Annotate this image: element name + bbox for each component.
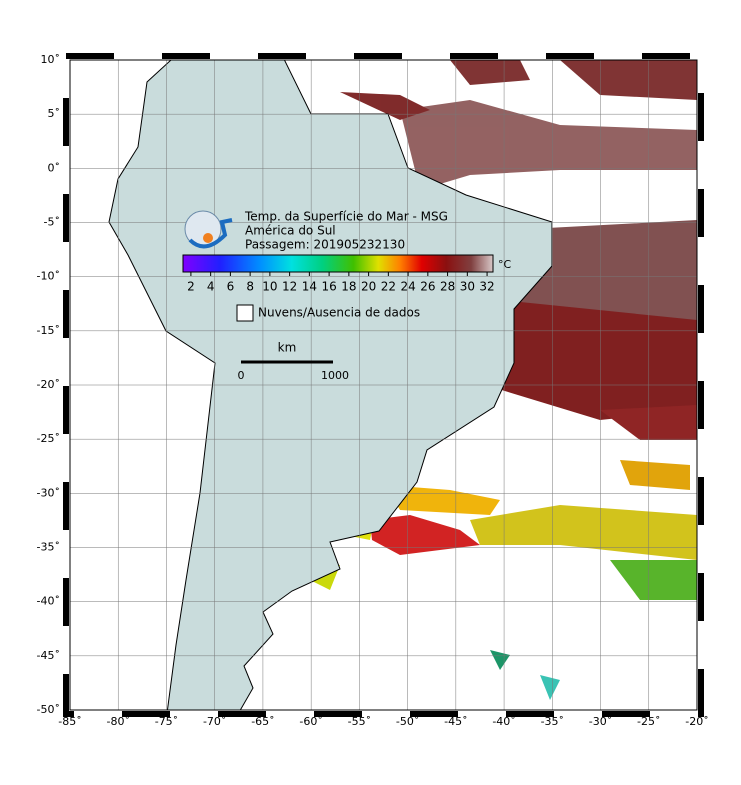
colorbar: [182, 254, 494, 273]
lat-tick-label: -20˚: [37, 378, 60, 391]
frame-border: [63, 53, 704, 717]
lon-tick-label: -65˚: [251, 715, 274, 728]
map-area: [70, 60, 697, 710]
lon-tick-label: -80˚: [106, 715, 129, 728]
legend-swatch: [236, 304, 254, 322]
logo: [184, 210, 233, 249]
colorbar-tick-label: 10: [262, 280, 277, 294]
lat-tick-label: 5˚: [48, 107, 61, 120]
lat-tick-label: -5˚: [44, 216, 60, 229]
lon-tick-label: -55˚: [348, 715, 371, 728]
sst-patches: [305, 60, 697, 700]
lat-tick-label: 10˚: [41, 53, 61, 66]
lon-tick-label: -70˚: [203, 715, 226, 728]
lat-tick-label: -30˚: [37, 486, 60, 499]
lon-tick-label: -35˚: [541, 715, 564, 728]
colorbar-tick-label: 28: [440, 280, 455, 294]
colorbar-tick-label: 8: [246, 280, 254, 294]
axes: -85˚ -80˚ -75˚ -70˚ -65˚ -60˚ -55˚ -50˚ -45˚ -40˚…: [37, 53, 709, 728]
colorbar-tick-label: 4: [207, 280, 215, 294]
lon-tick-label: -50˚: [396, 715, 419, 728]
legend-label: Nuvens/Ausencia de dados: [258, 306, 420, 320]
lon-tick-label: -75˚: [155, 715, 178, 728]
lat-tick-label: -45˚: [37, 649, 60, 662]
lon-tick-label: -20˚: [685, 715, 708, 728]
lat-tick-label: -35˚: [37, 541, 60, 554]
colorbar-tick-label: 26: [420, 280, 435, 294]
lon-tick-label: -60˚: [299, 715, 322, 728]
lon-tick-label: -40˚: [492, 715, 515, 728]
scale-label: 0: [238, 369, 245, 382]
colorbar-tick-label: 12: [282, 280, 297, 294]
colorbar-tick-label: 22: [381, 280, 396, 294]
title-line: América do Sul: [245, 224, 336, 238]
colorbar-tick-label: 32: [479, 280, 494, 294]
title-line: Passagem: 201905232130: [245, 238, 405, 252]
title-line: Temp. da Superfície do Mar - MSG: [244, 210, 448, 224]
colorbar-ticks: 2 4 6 8 10 12 14 16 18 20 22 24 26 28 30 32: [187, 272, 495, 294]
colorbar-tick-label: 24: [400, 280, 415, 294]
lat-tick-label: -50˚: [37, 703, 60, 716]
colorbar-tick-label: 20: [361, 280, 376, 294]
colorbar-tick-label: 2: [187, 280, 195, 294]
scale-label: 1000: [321, 369, 349, 382]
lat-tick-label: -25˚: [37, 432, 60, 445]
scale-unit: km: [278, 341, 297, 355]
colorbar-tick-label: 16: [321, 280, 336, 294]
colorbar-tick-label: 6: [227, 280, 235, 294]
lon-tick-label: -30˚: [589, 715, 612, 728]
colorbar-tick-label: 14: [302, 280, 317, 294]
lon-tick-label: -25˚: [637, 715, 660, 728]
lat-tick-label: -15˚: [37, 324, 60, 337]
colorbar-unit: °C: [498, 258, 512, 271]
lat-tick-label: -40˚: [37, 595, 60, 608]
lon-tick-label: -85˚: [58, 715, 81, 728]
colorbar-tick-label: 30: [460, 280, 475, 294]
graticule: [70, 60, 697, 710]
colorbar-tick-label: 18: [341, 280, 356, 294]
frame: [69, 59, 698, 711]
lat-tick-label: 0˚: [48, 161, 61, 174]
lat-tick-label: -10˚: [37, 270, 60, 283]
lon-tick-label: -45˚: [444, 715, 467, 728]
